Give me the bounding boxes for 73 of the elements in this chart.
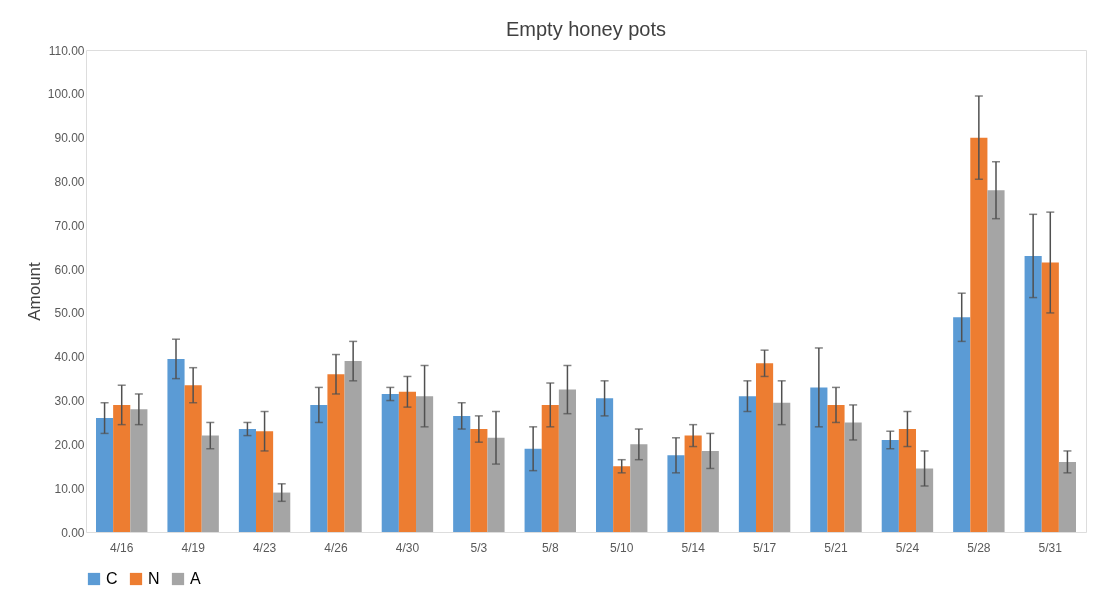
bar <box>970 137 988 532</box>
y-tick-label: 90.00 <box>54 131 85 146</box>
bar <box>238 429 256 532</box>
x-tick-label: 5/8 <box>541 540 559 555</box>
y-tick-label: 80.00 <box>54 174 85 189</box>
legend-label: A <box>190 570 201 587</box>
y-tick-label: 20.00 <box>54 437 85 452</box>
bar <box>987 190 1005 532</box>
bar <box>201 435 219 532</box>
bar <box>470 429 488 532</box>
y-axis-title: Amount <box>24 261 44 321</box>
bar <box>756 363 774 532</box>
bar <box>827 404 845 532</box>
bar <box>487 437 505 532</box>
bar <box>256 431 274 532</box>
x-tick-label: 4/23 <box>252 540 277 555</box>
x-tick-label: 5/14 <box>681 540 706 555</box>
bar <box>558 389 576 532</box>
bar <box>1024 255 1042 532</box>
bar <box>398 391 416 532</box>
x-tick-label: 5/21 <box>824 540 848 555</box>
bar <box>96 418 114 532</box>
bar <box>596 398 614 532</box>
bar <box>810 387 828 532</box>
bar <box>738 396 756 532</box>
bar <box>1041 262 1059 532</box>
bar <box>773 402 791 532</box>
bar <box>684 435 702 532</box>
x-tick-label: 5/17 <box>752 540 777 555</box>
y-tick-label: 60.00 <box>54 262 85 277</box>
bar <box>167 358 185 532</box>
x-tick-label: 4/26 <box>324 540 348 555</box>
bar <box>541 404 559 532</box>
bar <box>844 422 862 532</box>
bar <box>381 393 399 532</box>
bar <box>113 404 131 532</box>
bar <box>1058 461 1076 532</box>
legend-label: C <box>106 570 118 587</box>
y-tick-label: 50.00 <box>54 306 85 321</box>
bar <box>453 415 471 532</box>
x-tick-label: 5/3 <box>470 540 488 555</box>
bar <box>881 439 899 532</box>
bar <box>310 404 328 532</box>
bar <box>667 455 685 532</box>
bar <box>630 444 648 532</box>
bar <box>613 466 631 532</box>
bar <box>344 361 362 532</box>
bar <box>273 492 291 532</box>
legend-label: N <box>148 570 160 587</box>
bar <box>327 374 345 532</box>
bar <box>524 448 542 532</box>
x-tick-label: 5/10 <box>610 540 634 555</box>
y-tick-label: 0.00 <box>61 525 85 540</box>
bar <box>701 450 719 532</box>
x-tick-label: 5/24 <box>895 540 920 555</box>
chart-title: Empty honey pots <box>505 18 667 40</box>
y-tick-label: 100.00 <box>47 87 85 102</box>
y-tick-label: 10.00 <box>54 481 85 496</box>
x-tick-label: 4/30 <box>395 540 420 555</box>
bar <box>130 409 148 532</box>
y-tick-label: 30.00 <box>54 394 85 409</box>
x-tick-label: 5/28 <box>967 540 991 555</box>
bar <box>953 317 971 532</box>
bar <box>416 396 434 532</box>
y-tick-label: 40.00 <box>54 350 85 365</box>
bar <box>916 468 934 532</box>
y-tick-label: 70.00 <box>54 218 85 233</box>
y-tick-label: 110.00 <box>48 43 85 58</box>
bar <box>898 429 916 532</box>
x-tick-label: 4/16 <box>110 540 134 555</box>
x-tick-label: 4/19 <box>181 540 206 555</box>
bar <box>184 385 202 532</box>
x-tick-label: 5/31 <box>1038 540 1063 555</box>
